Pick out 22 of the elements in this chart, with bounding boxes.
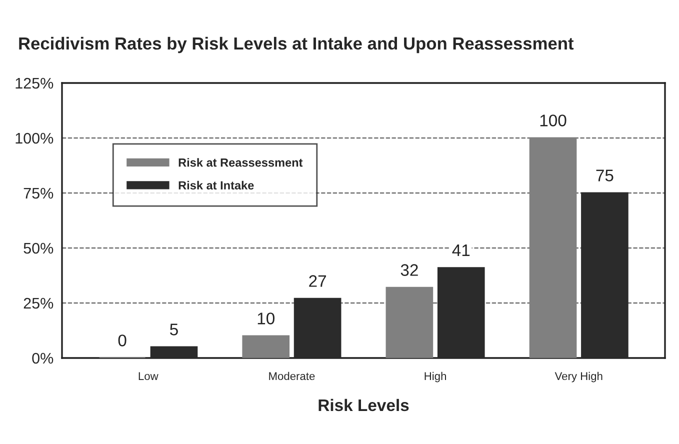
x-tick-label: Low [138, 372, 158, 380]
y-tick-label: 50% [24, 242, 54, 254]
x-axis-title: Risk Levels [318, 398, 409, 412]
data-label: 100 [540, 114, 566, 126]
legend-label: Risk at Intake [178, 180, 254, 190]
y-tick-label: 100% [16, 132, 54, 144]
data-label: 0 [118, 334, 126, 346]
x-tick-label: High [424, 372, 446, 382]
x-tick-label: Very High [554, 372, 602, 382]
data-label: 5 [170, 324, 178, 336]
y-tick-label: 75% [24, 188, 54, 199]
x-tick-label: Moderate [269, 372, 315, 380]
y-tick-label: 25% [24, 298, 54, 309]
data-label: 10 [258, 312, 274, 324]
data-label: 32 [400, 264, 418, 276]
y-tick-label: 125% [16, 78, 54, 89]
legend-label: Risk at Reassessment [178, 158, 303, 167]
chart-title: Recidivism Rates by Risk Levels at Intake and Upon Reassessment [19, 36, 574, 54]
y-tick-label: 0% [32, 352, 54, 364]
data-label: 27 [309, 275, 326, 287]
data-label: 41 [452, 244, 470, 256]
data-label: 75 [596, 170, 614, 182]
